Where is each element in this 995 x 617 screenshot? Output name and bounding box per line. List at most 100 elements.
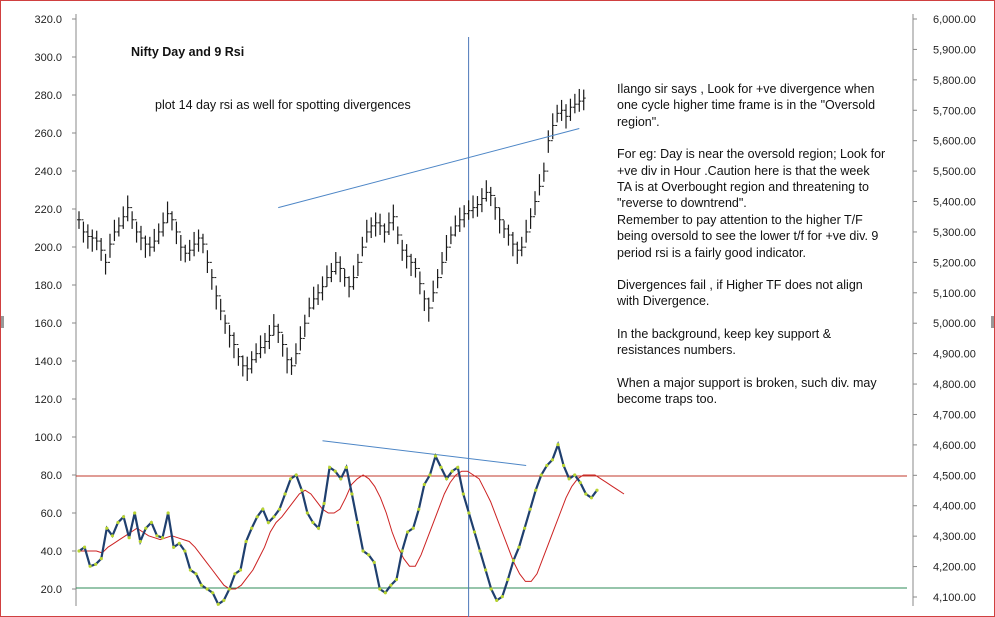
rsi-point bbox=[439, 465, 443, 469]
rsi-point bbox=[472, 530, 477, 534]
rsi-point bbox=[177, 541, 181, 546]
rsi-point bbox=[283, 492, 287, 496]
rsi-point bbox=[194, 572, 198, 576]
resize-handle-left[interactable] bbox=[1, 316, 4, 328]
rsi-point bbox=[584, 492, 588, 496]
rsi-point bbox=[121, 515, 126, 519]
rsi-point bbox=[556, 443, 560, 447]
rsi-point bbox=[188, 568, 192, 572]
note-paragraph-6: When a major support is broken, such div… bbox=[617, 375, 877, 407]
rsi-point bbox=[595, 488, 599, 492]
right-tick-label: 4,500.00 bbox=[933, 470, 976, 482]
note-paragraph-5: In the background, keep key support & re… bbox=[617, 326, 832, 358]
right-tick-label: 5,000.00 bbox=[933, 318, 976, 330]
right-tick-label: 4,100.00 bbox=[933, 592, 976, 604]
rsi-point bbox=[316, 526, 321, 530]
right-tick-label: 4,900.00 bbox=[933, 349, 976, 361]
left-tick-label: 120.0 bbox=[34, 394, 62, 406]
rsi-point bbox=[339, 477, 343, 481]
left-tick-label: 200.0 bbox=[34, 242, 62, 254]
right-tick-label: 4,400.00 bbox=[933, 501, 976, 513]
trendline-rsi bbox=[322, 440, 527, 466]
rsi-point bbox=[383, 591, 387, 595]
right-tick-label: 4,800.00 bbox=[933, 379, 976, 391]
rsi-point bbox=[355, 520, 360, 525]
rsi-point bbox=[545, 463, 549, 468]
right-tick-label: 5,400.00 bbox=[933, 197, 976, 209]
rsi-point bbox=[417, 507, 421, 511]
rsi-point bbox=[155, 534, 159, 538]
trendline-price bbox=[278, 128, 580, 209]
note-paragraph-3: Remember to pay attention to the higher … bbox=[617, 212, 879, 260]
left-tick-label: 180.0 bbox=[34, 280, 62, 292]
left-tick-label: 140.0 bbox=[34, 356, 62, 368]
rsi-point bbox=[77, 549, 81, 553]
right-tick-label: 4,200.00 bbox=[933, 562, 976, 574]
rsi-point bbox=[589, 496, 594, 500]
right-tick-label: 6,000.00 bbox=[933, 14, 976, 26]
rsi-point bbox=[261, 507, 265, 511]
right-tick-label: 5,200.00 bbox=[933, 257, 976, 269]
left-tick-label: 240.0 bbox=[34, 166, 62, 178]
rsi-point bbox=[311, 520, 315, 525]
rsi-point bbox=[573, 473, 577, 477]
resize-handle-right[interactable] bbox=[991, 316, 994, 328]
note-paragraph-2: For eg: Day is near the oversold region;… bbox=[617, 147, 886, 211]
rsi-point bbox=[172, 545, 176, 549]
rsi-point bbox=[300, 488, 304, 492]
right-tick-label: 4,700.00 bbox=[933, 409, 976, 421]
rsi-point bbox=[478, 549, 482, 553]
rsi-point bbox=[350, 492, 354, 496]
rsi-point bbox=[495, 598, 499, 603]
left-tick-label: 80.0 bbox=[41, 470, 62, 482]
right-tick-label: 5,800.00 bbox=[933, 75, 976, 87]
rsi-line bbox=[78, 440, 598, 606]
rsi-point bbox=[277, 507, 282, 511]
left-tick-label: 40.0 bbox=[41, 546, 62, 558]
rsi-point bbox=[305, 511, 309, 515]
rsi-point bbox=[467, 511, 471, 515]
rsi-point bbox=[138, 539, 142, 544]
rsi-point bbox=[528, 507, 532, 511]
right-tick-label: 5,100.00 bbox=[933, 288, 976, 300]
rsi-point bbox=[333, 469, 337, 473]
rsi-point bbox=[372, 560, 376, 565]
left-tick-label: 320.0 bbox=[34, 14, 62, 26]
rsi-point bbox=[378, 587, 382, 591]
rsi-point bbox=[166, 511, 170, 515]
right-tick-label: 4,600.00 bbox=[933, 440, 976, 452]
rsi-point bbox=[227, 587, 231, 591]
rsi-point bbox=[445, 477, 449, 481]
rsi-point bbox=[211, 591, 215, 595]
rsi-point bbox=[255, 515, 259, 519]
rsi-point bbox=[266, 520, 270, 525]
rsi-point bbox=[517, 545, 521, 549]
rsi-point bbox=[328, 465, 332, 469]
rsi-point bbox=[183, 549, 187, 553]
rsi-point bbox=[428, 473, 432, 477]
chart-subtitle: plot 14 day rsi as well for spotting div… bbox=[155, 98, 411, 112]
rsi-point bbox=[99, 557, 103, 561]
rsi-point bbox=[82, 545, 87, 549]
left-tick-label: 60.0 bbox=[41, 508, 62, 520]
rsi-point bbox=[506, 577, 510, 582]
rsi-point bbox=[567, 477, 571, 481]
rsi-point bbox=[550, 458, 555, 462]
rsi-point bbox=[149, 520, 154, 525]
rsi-point bbox=[289, 477, 293, 481]
rsi-point bbox=[222, 598, 226, 603]
rsi-point bbox=[361, 549, 365, 553]
rsi-point bbox=[461, 492, 465, 496]
right-tick-label: 5,700.00 bbox=[933, 105, 976, 117]
left-tick-label: 20.0 bbox=[41, 584, 62, 596]
rsi-point bbox=[160, 536, 165, 540]
rsi-point bbox=[411, 526, 415, 530]
rsi-point bbox=[400, 549, 404, 553]
rsi-point bbox=[199, 583, 204, 587]
rsi-point bbox=[250, 526, 254, 530]
rsi-point bbox=[578, 481, 582, 485]
rsi-point bbox=[94, 562, 98, 566]
rsi-point bbox=[127, 536, 131, 540]
left-tick-label: 160.0 bbox=[34, 318, 62, 330]
